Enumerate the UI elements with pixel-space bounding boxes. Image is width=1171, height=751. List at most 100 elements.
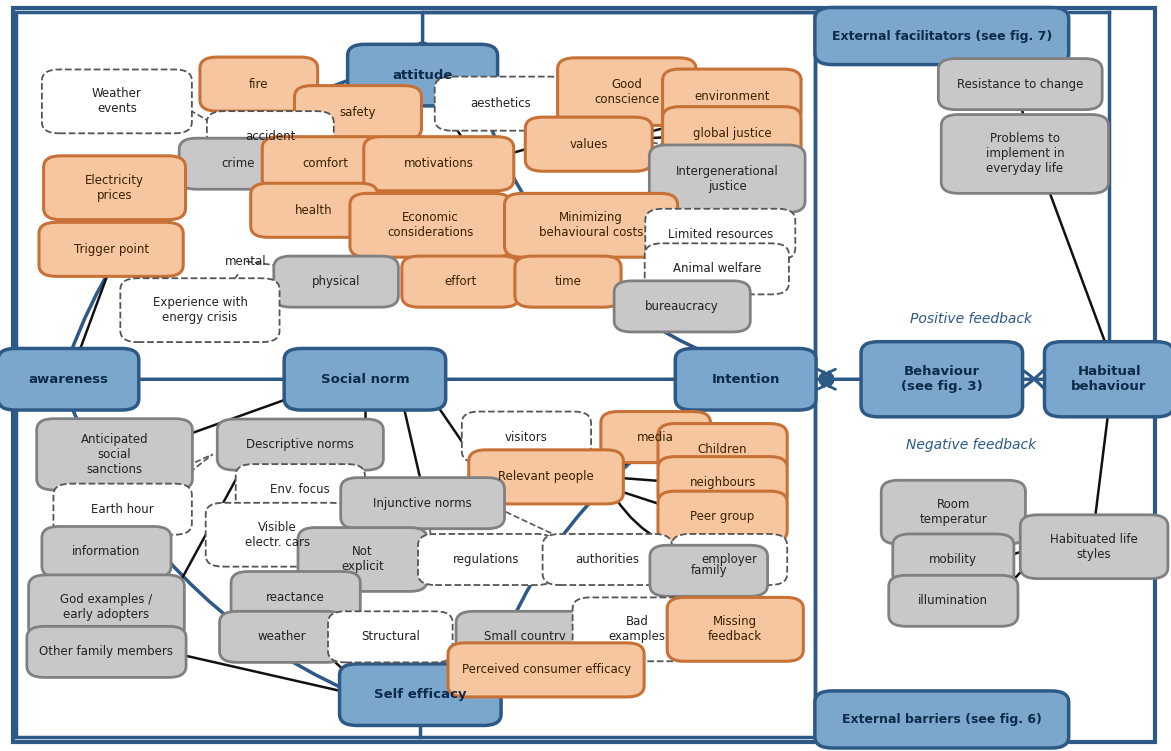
Text: Peer group: Peer group [691,510,755,523]
Text: Room
temperatur: Room temperatur [919,498,987,526]
Text: Env. focus: Env. focus [271,483,330,496]
FancyBboxPatch shape [206,503,349,567]
Text: Minimizing
behavioural costs: Minimizing behavioural costs [539,211,643,240]
FancyBboxPatch shape [889,575,1018,626]
Text: Earth hour: Earth hour [91,502,155,516]
Text: authorities: authorities [575,553,639,566]
Text: weather: weather [258,630,306,644]
Text: illumination: illumination [918,594,988,608]
FancyBboxPatch shape [505,194,678,257]
Text: health: health [295,204,333,217]
Text: neighbours: neighbours [690,475,755,489]
Text: comfort: comfort [302,157,349,170]
Text: global justice: global justice [692,127,772,140]
Text: regulations: regulations [453,553,519,566]
FancyBboxPatch shape [468,450,623,504]
FancyBboxPatch shape [882,481,1026,544]
Text: External barriers (see fig. 6): External barriers (see fig. 6) [842,713,1042,726]
FancyBboxPatch shape [573,598,701,661]
FancyBboxPatch shape [645,243,789,294]
Text: Weather
events: Weather events [93,87,142,116]
Text: Economic
considerations: Economic considerations [388,211,474,240]
FancyBboxPatch shape [663,107,801,161]
FancyBboxPatch shape [434,77,568,131]
FancyBboxPatch shape [1020,515,1167,578]
FancyBboxPatch shape [418,534,554,585]
FancyBboxPatch shape [815,8,1069,65]
FancyBboxPatch shape [938,59,1102,110]
FancyBboxPatch shape [658,457,787,508]
FancyBboxPatch shape [941,114,1109,193]
Text: crime: crime [221,157,255,170]
Text: Not
explicit: Not explicit [341,545,384,574]
FancyBboxPatch shape [676,348,816,410]
Text: Self efficacy: Self efficacy [374,688,466,701]
Text: environment: environment [694,89,769,103]
FancyBboxPatch shape [650,545,767,596]
Text: motivations: motivations [404,157,474,170]
Text: Habituated life
styles: Habituated life styles [1050,532,1138,561]
FancyBboxPatch shape [285,348,446,410]
Text: mental: mental [225,255,267,268]
FancyBboxPatch shape [54,484,192,535]
Text: Missing
feedback: Missing feedback [708,615,762,644]
FancyBboxPatch shape [364,137,514,191]
Text: physical: physical [311,275,361,288]
FancyBboxPatch shape [42,69,192,134]
FancyBboxPatch shape [341,478,505,529]
Text: Children: Children [698,442,747,456]
FancyBboxPatch shape [274,256,398,307]
FancyBboxPatch shape [672,534,787,585]
Text: accident: accident [245,130,295,143]
Text: External facilitators (see fig. 7): External facilitators (see fig. 7) [831,29,1052,43]
Text: Animal welfare: Animal welfare [672,262,761,276]
FancyBboxPatch shape [27,626,186,677]
Text: time: time [555,275,582,288]
FancyBboxPatch shape [815,691,1069,748]
FancyBboxPatch shape [667,598,803,661]
Text: Visible
electr. cars: Visible electr. cars [245,520,310,549]
FancyBboxPatch shape [350,194,512,257]
Text: Bad
examples: Bad examples [609,615,665,644]
Text: media: media [637,430,674,444]
Text: values: values [569,137,608,151]
FancyBboxPatch shape [448,643,644,697]
Text: Negative feedback: Negative feedback [905,438,1035,451]
FancyBboxPatch shape [456,611,595,662]
Text: Behaviour
(see fig. 3): Behaviour (see fig. 3) [900,365,982,394]
Text: bureaucracy: bureaucracy [645,300,719,313]
Text: aesthetics: aesthetics [471,97,532,110]
FancyBboxPatch shape [218,419,383,470]
FancyBboxPatch shape [43,155,185,219]
Text: Good
conscience: Good conscience [594,77,659,106]
Text: Other family members: Other family members [40,645,173,659]
Text: mobility: mobility [930,553,978,566]
Text: Descriptive norms: Descriptive norms [246,438,355,451]
FancyBboxPatch shape [402,256,520,307]
Text: Structural: Structural [361,630,419,644]
Text: Problems to
implement in
everyday life: Problems to implement in everyday life [986,132,1064,176]
Text: Resistance to change: Resistance to change [957,77,1083,91]
FancyBboxPatch shape [542,534,672,585]
Text: Experience with
energy crisis: Experience with energy crisis [152,296,247,324]
Text: Relevant people: Relevant people [498,470,594,484]
Text: family: family [691,564,727,578]
Text: information: information [73,545,141,559]
FancyBboxPatch shape [557,58,696,125]
FancyBboxPatch shape [348,44,498,106]
Text: awareness: awareness [28,372,109,386]
Text: Electricity
prices: Electricity prices [85,173,144,202]
FancyBboxPatch shape [36,419,192,490]
FancyBboxPatch shape [658,491,787,542]
FancyBboxPatch shape [1045,342,1171,417]
Text: effort: effort [445,275,477,288]
FancyBboxPatch shape [39,222,183,276]
FancyBboxPatch shape [861,342,1022,417]
FancyBboxPatch shape [0,348,139,410]
Text: Positive feedback: Positive feedback [910,312,1032,326]
Text: Habitual
behaviour: Habitual behaviour [1071,365,1146,394]
Text: Small countrv: Small countrv [485,630,567,644]
FancyBboxPatch shape [515,256,621,307]
Text: Social norm: Social norm [321,372,409,386]
FancyBboxPatch shape [251,183,377,237]
